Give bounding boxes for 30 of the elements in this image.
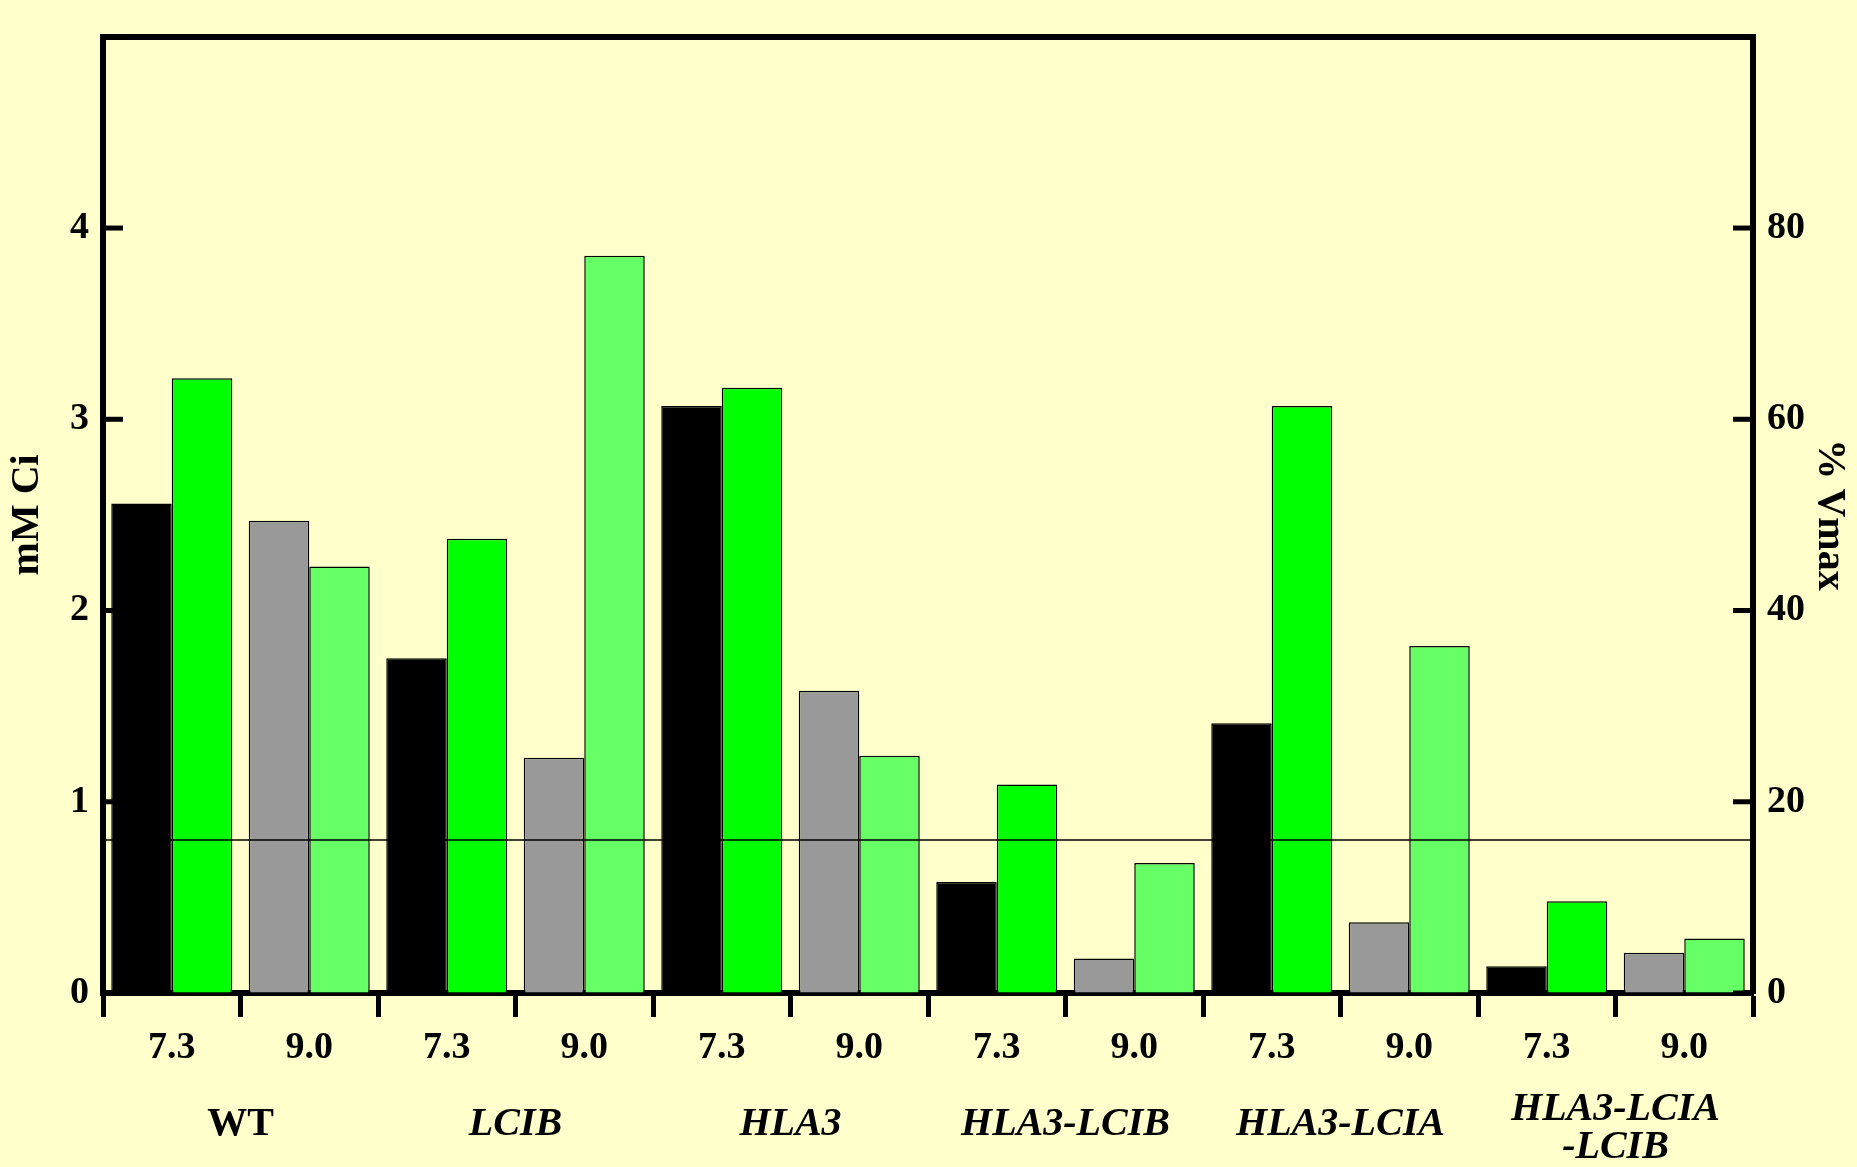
x-tick-label: 9.0 xyxy=(835,1023,883,1066)
y2-tick-label: 40 xyxy=(1767,586,1805,629)
x-tick-label: 7.3 xyxy=(973,1023,1021,1066)
x-tick-label: 7.3 xyxy=(1248,1023,1296,1066)
y2-tick-label: 60 xyxy=(1767,395,1805,438)
y-tick-label: 4 xyxy=(70,203,89,246)
y2-tick-label: 0 xyxy=(1767,968,1786,1011)
y2-axis-title: % Vmax xyxy=(1809,439,1855,591)
text: HLA3-LCIB xyxy=(960,1099,1170,1145)
text: HLA3-LCIA xyxy=(1235,1099,1445,1145)
x-tick-label: 7.3 xyxy=(1523,1023,1571,1066)
y2-tick-label: 80 xyxy=(1767,203,1805,246)
x-tick-label: 7.3 xyxy=(698,1023,746,1066)
text: HLA3 xyxy=(738,1099,842,1145)
x-tick-label: 9.0 xyxy=(1660,1023,1708,1066)
y-tick-label: 1 xyxy=(70,777,89,820)
y-tick-label: 2 xyxy=(70,586,89,629)
y-tick-label: 3 xyxy=(70,395,89,438)
text: LCIB xyxy=(467,1099,563,1145)
x-tick-label: 9.0 xyxy=(1385,1023,1433,1066)
x-tick-label: 7.3 xyxy=(148,1023,196,1066)
y-axis-title: mM Ci xyxy=(2,454,48,576)
x-tick-label: 9.0 xyxy=(1110,1023,1158,1066)
text: HLA3-LCIA -LCIB xyxy=(1510,1084,1720,1167)
x-tick-label: 7.3 xyxy=(423,1023,471,1066)
y-tick-label: 0 xyxy=(70,968,89,1011)
x-tick-label: 9.0 xyxy=(285,1023,333,1066)
x-tick-label: 9.0 xyxy=(560,1023,608,1066)
y2-tick-label: 20 xyxy=(1767,777,1805,820)
text: WT xyxy=(207,1099,275,1145)
